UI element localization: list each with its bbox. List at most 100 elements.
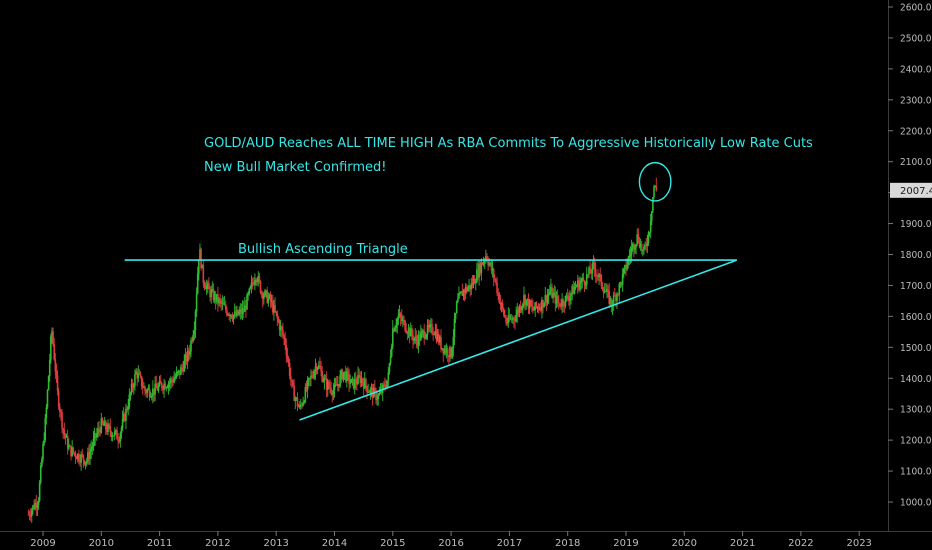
candle-body [390, 346, 393, 357]
candle-body [552, 293, 554, 298]
candle-body [477, 269, 479, 278]
candle-body [222, 302, 225, 305]
candle-body [573, 287, 576, 295]
candle-body [490, 262, 493, 271]
candle-body [119, 433, 122, 442]
candle-body [87, 452, 89, 461]
candle-body [394, 327, 396, 332]
candle-body [260, 292, 263, 294]
candle-body [525, 299, 528, 306]
candle-body [181, 367, 183, 369]
candle-body [400, 317, 403, 322]
candle-body [153, 388, 155, 395]
candle-body [546, 295, 549, 303]
candle-body [313, 371, 316, 378]
candle-body [587, 274, 589, 276]
candle-body [182, 367, 184, 372]
candle-body [263, 295, 265, 299]
candle-body [36, 505, 39, 508]
candle-body [449, 346, 451, 358]
candle-body [496, 282, 498, 294]
candle-body [140, 376, 143, 387]
candle-body [574, 286, 577, 288]
candle-body [596, 275, 598, 277]
candle-body [207, 283, 209, 286]
candle-body [300, 404, 302, 406]
candle-body [146, 389, 149, 393]
candle-body [513, 317, 515, 321]
candle-body [239, 309, 242, 312]
candle-body [256, 279, 258, 283]
candle-body [326, 381, 329, 390]
candle-body [445, 348, 448, 353]
candle-body [501, 303, 504, 309]
candle-body [45, 407, 48, 419]
candle-body [210, 290, 212, 298]
time-axis[interactable]: 2009 2010 2011 2012 2013 2014 2015 2016 2017 2018… [0, 531, 932, 549]
candle-body [343, 371, 346, 373]
candle-body [97, 428, 99, 434]
candle-body [96, 433, 98, 438]
candle-body [212, 289, 215, 301]
candle-body [543, 303, 545, 308]
candle-body [287, 358, 290, 364]
candle-body [268, 294, 271, 298]
candle-body [321, 371, 323, 382]
candle-body [422, 330, 424, 332]
trendlines[interactable] [124, 161, 738, 421]
candle-body [228, 314, 230, 317]
candle-body [314, 366, 317, 372]
candle-body [485, 256, 487, 261]
candle-body [136, 371, 138, 379]
candle-body [59, 406, 61, 412]
candle-body [301, 404, 303, 406]
candle-body [137, 373, 140, 379]
candle-body [548, 292, 551, 294]
candle-body [64, 434, 67, 438]
candle-body [565, 295, 568, 297]
candle-body [460, 291, 462, 294]
candle-body [527, 298, 530, 309]
x-tick-label: 2012 [205, 538, 230, 549]
ath-highlight-circle[interactable] [638, 161, 672, 202]
candle-body [73, 452, 76, 454]
candle-body [51, 331, 53, 337]
candle-body [560, 306, 562, 308]
candle-body [39, 466, 42, 483]
candle-body [358, 374, 360, 377]
candle-body [113, 431, 116, 436]
candle-body [426, 324, 429, 335]
candle-body [531, 305, 533, 307]
candle-body [584, 284, 587, 286]
candle-body [67, 445, 70, 449]
support-line[interactable] [299, 259, 738, 421]
candle-body [139, 374, 142, 377]
candle-body [575, 285, 578, 287]
candle-body [481, 262, 484, 265]
candle-body [618, 284, 621, 295]
candle-body [588, 267, 590, 275]
candle-body [581, 277, 584, 281]
candle-body [511, 317, 514, 320]
candle-body [337, 383, 339, 386]
x-tick-label: 2009 [30, 538, 55, 549]
candle-body [229, 314, 232, 317]
candle-body [246, 294, 248, 310]
candle-body [593, 262, 596, 269]
candle-body [415, 336, 418, 342]
candle-body [545, 295, 548, 303]
candle-body [162, 388, 164, 390]
candle-body [431, 324, 433, 334]
candle-body [369, 389, 372, 393]
candle-body [120, 427, 123, 434]
candle-body [247, 293, 249, 295]
candle-body [532, 306, 534, 311]
candle-body [81, 454, 84, 456]
candle-body [104, 421, 107, 430]
candle-body [515, 315, 517, 322]
x-tick-label: 2016 [438, 538, 463, 549]
candle-body [631, 243, 634, 248]
candle-body [108, 424, 110, 427]
candle-body [112, 435, 115, 437]
